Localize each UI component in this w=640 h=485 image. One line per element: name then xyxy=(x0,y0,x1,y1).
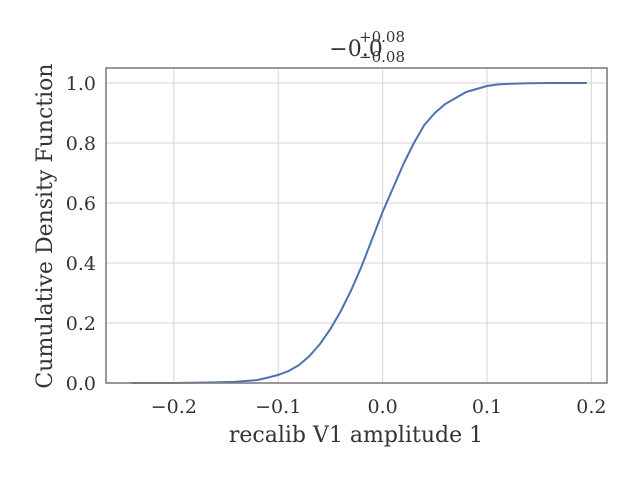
chart-title-sub: −0.08 xyxy=(359,48,405,66)
plot-frame xyxy=(105,67,608,384)
x-axis-ticks: −0.2 −0.1 0.0 0.1 0.2 xyxy=(151,396,607,418)
x-tick-label: −0.2 xyxy=(151,396,197,418)
y-tick-label: 0.2 xyxy=(66,313,96,335)
y-tick-label: 0.6 xyxy=(66,193,96,215)
plot-area xyxy=(131,82,588,384)
grid xyxy=(106,68,607,384)
y-tick-label: 0.8 xyxy=(66,133,96,155)
y-tick-label: 0.4 xyxy=(66,253,96,275)
x-axis-label: recalib V1 amplitude 1 xyxy=(229,423,483,448)
y-tick-label: 1.0 xyxy=(66,73,96,95)
y-axis-label: Cumulative Density Function xyxy=(33,63,58,388)
x-tick-label: 0.0 xyxy=(367,396,397,418)
x-tick-label: 0.2 xyxy=(576,396,606,418)
chart-title: −0.0 xyxy=(329,37,382,62)
chart-title-sup: +0.08 xyxy=(359,28,405,46)
cdf-series-line xyxy=(131,82,588,384)
x-tick-label: −0.1 xyxy=(255,396,301,418)
x-tick-label: 0.1 xyxy=(472,396,502,418)
y-tick-label: 0.0 xyxy=(66,373,96,395)
y-axis-ticks: 0.0 0.2 0.4 0.6 0.8 1.0 xyxy=(66,73,96,395)
